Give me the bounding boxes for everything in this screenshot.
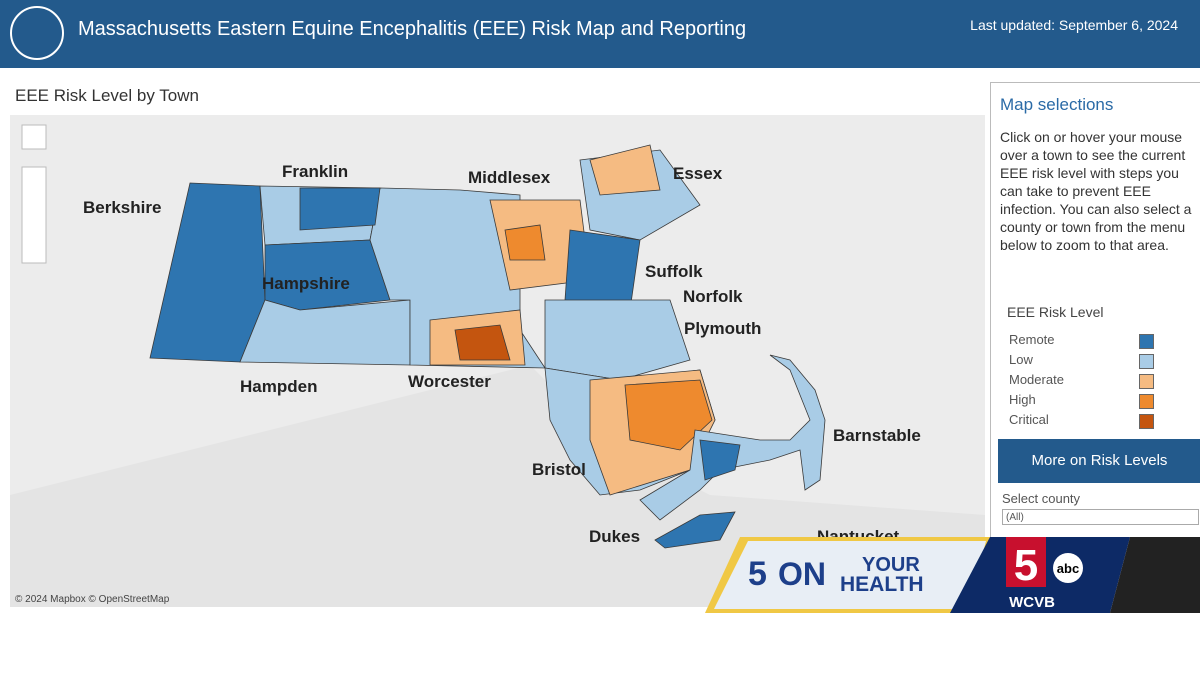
logo-number: 5 <box>748 555 767 593</box>
legend-swatch <box>1139 374 1154 389</box>
legend-swatch <box>1139 354 1154 369</box>
logo-on: ON <box>778 556 826 592</box>
town-region[interactable] <box>454 324 511 361</box>
state-seal <box>10 6 64 60</box>
legend-swatch <box>1139 394 1154 409</box>
county-label: Worcester <box>408 372 491 391</box>
town-region[interactable] <box>544 299 691 381</box>
legend-label: Low <box>1009 352 1033 367</box>
county-labels: Berkshire Franklin Middlesex Essex Hamps… <box>83 162 921 546</box>
county-label: Barnstable <box>833 426 921 445</box>
select-label: Select county <box>1002 491 1081 506</box>
legend-title: EEE Risk Level <box>1007 304 1104 320</box>
logo-health: HEALTH <box>840 573 924 596</box>
town-region[interactable] <box>504 224 546 261</box>
station-number: 5 <box>1014 541 1038 590</box>
zoom-controls[interactable] <box>21 166 47 264</box>
county-label: Dukes <box>589 527 640 546</box>
overlay-panel <box>714 541 986 609</box>
legend-swatch <box>1139 414 1154 429</box>
station-badge <box>1006 537 1046 587</box>
sidebar: Map selections Click on or hover your mo… <box>990 82 1200 542</box>
town-region[interactable] <box>589 144 661 196</box>
town-region[interactable] <box>699 439 741 481</box>
county-label: Franklin <box>282 162 348 181</box>
county-label: Middlesex <box>468 168 551 187</box>
legend-label: Critical <box>1009 412 1049 427</box>
county-label: Bristol <box>532 460 586 479</box>
sidebar-description: Click on or hover your mouse over a town… <box>1000 129 1192 253</box>
county-label: Hampden <box>240 377 317 396</box>
search-button[interactable] <box>21 124 47 150</box>
legend-label: Moderate <box>1009 372 1064 387</box>
last-updated: Last updated: September 6, 2024 <box>970 17 1178 33</box>
county-label: Essex <box>673 164 723 183</box>
legend-label: High <box>1009 392 1036 407</box>
map-attribution: © 2024 Mapbox © OpenStreetMap <box>15 594 170 605</box>
header: Massachusetts Eastern Equine Encephaliti… <box>0 0 1200 68</box>
town-region[interactable] <box>639 354 826 521</box>
station-name: WCVB <box>1009 594 1055 611</box>
county-label: Plymouth <box>684 319 761 338</box>
map-controls <box>21 124 47 264</box>
station-overlay: 5 ON YOUR HEALTH 5 abc WCVB <box>705 537 1200 613</box>
header-title: Massachusetts Eastern Equine Encephaliti… <box>78 18 747 40</box>
logo-your: YOUR <box>862 554 920 576</box>
county-label: Suffolk <box>645 262 703 281</box>
town-region[interactable] <box>239 299 411 366</box>
town-region[interactable] <box>264 239 391 311</box>
county-select[interactable]: (All) <box>1002 509 1199 525</box>
overlay-dark <box>1110 537 1200 613</box>
towns <box>149 144 826 549</box>
legend-swatch <box>1139 334 1154 349</box>
county-label: Hampshire <box>262 274 350 293</box>
map[interactable]: Berkshire Franklin Middlesex Essex Hamps… <box>10 115 985 607</box>
risk-levels-button[interactable]: More on Risk Levels <box>998 439 1200 483</box>
network-badge <box>1053 553 1083 583</box>
county-label: Berkshire <box>83 198 161 217</box>
town-region[interactable] <box>299 187 381 231</box>
county-label: Norfolk <box>683 287 743 306</box>
town-region[interactable] <box>564 229 641 311</box>
sidebar-title: Map selections <box>1000 95 1114 114</box>
map-title: EEE Risk Level by Town <box>15 86 199 105</box>
town-region[interactable] <box>654 511 736 549</box>
legend-label: Remote <box>1009 332 1055 347</box>
network-name: abc <box>1057 561 1079 576</box>
